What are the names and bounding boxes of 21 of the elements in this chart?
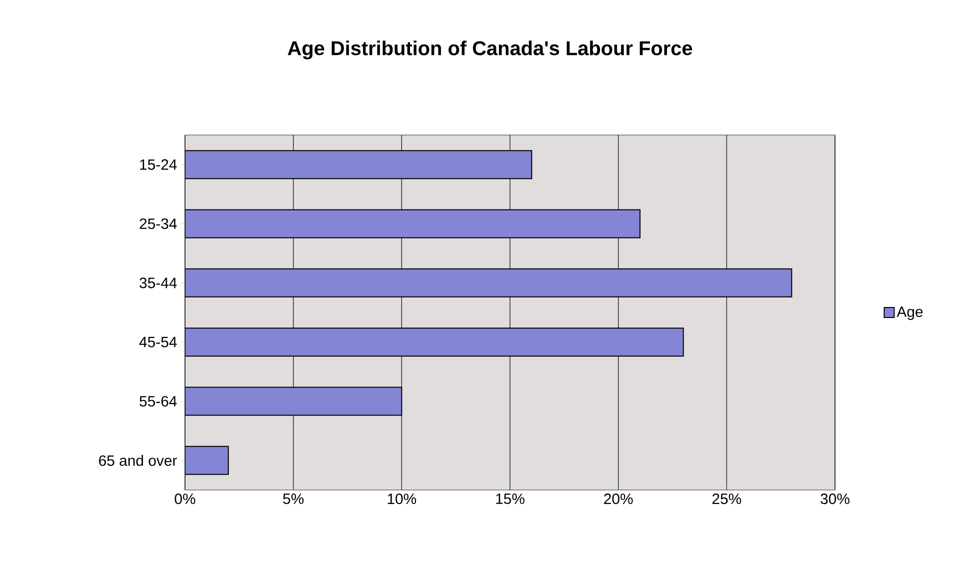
legend-label: Age	[896, 306, 923, 320]
y-tick-label: 35-44	[140, 278, 177, 288]
y-tick-label: 15-24	[140, 159, 177, 170]
chart-title: Age Distribution of Canada's Labour Force	[288, 40, 692, 60]
x-tick-label: 5%	[283, 494, 304, 504]
x-tick-label: 10%	[388, 494, 416, 504]
bar	[185, 328, 684, 357]
bar	[185, 268, 792, 298]
y-tick-label: 25-34	[140, 218, 177, 230]
bar	[185, 446, 229, 475]
x-tick-label: 15%	[496, 494, 524, 504]
bar	[185, 150, 532, 180]
x-tick-label: 20%	[604, 494, 633, 504]
y-tick-label: 55-64	[140, 396, 177, 407]
x-tick-label: 0%	[174, 494, 196, 504]
y-tick-label: 45-54	[139, 336, 177, 348]
x-tick-label: 25%	[712, 494, 742, 504]
bar	[185, 209, 641, 238]
bar	[185, 386, 402, 416]
y-tick-label: 65 and over	[99, 454, 177, 466]
x-tick-label: 30%	[820, 494, 850, 504]
